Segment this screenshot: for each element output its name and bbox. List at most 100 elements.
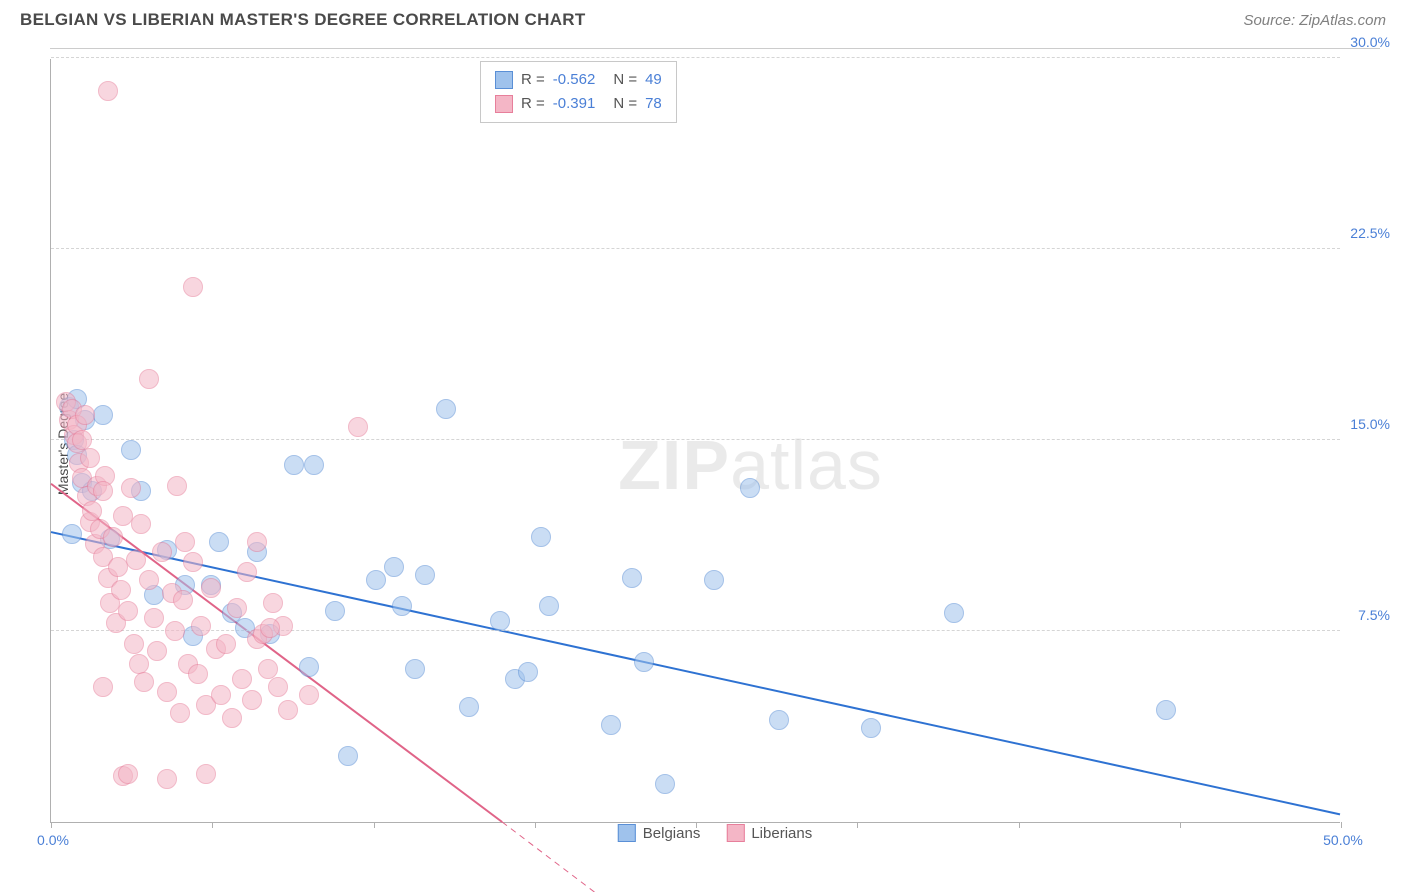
- data-point: [124, 634, 144, 654]
- data-point: [242, 690, 262, 710]
- y-tick-label: 7.5%: [1344, 607, 1390, 623]
- data-point: [118, 764, 138, 784]
- data-point: [258, 659, 278, 679]
- data-point: [392, 596, 412, 616]
- data-point: [325, 601, 345, 621]
- data-point: [601, 715, 621, 735]
- data-point: [769, 710, 789, 730]
- data-point: [98, 81, 118, 101]
- legend-item-belgians: Belgians: [618, 824, 701, 842]
- legend-item-liberians: Liberians: [726, 824, 812, 842]
- data-point: [175, 532, 195, 552]
- data-point: [131, 514, 151, 534]
- data-point: [80, 448, 100, 468]
- chart-header: BELGIAN VS LIBERIAN MASTER'S DEGREE CORR…: [0, 0, 1406, 36]
- y-tick-label: 30.0%: [1344, 34, 1390, 50]
- source-attribution: Source: ZipAtlas.com: [1243, 12, 1386, 29]
- swatch-belgians: [495, 71, 513, 89]
- r-value-liberians: -0.391: [553, 92, 596, 116]
- data-point: [121, 478, 141, 498]
- data-point: [247, 532, 267, 552]
- data-point: [173, 590, 193, 610]
- swatch-belgians: [618, 824, 636, 842]
- stats-legend: R = -0.562 N = 49 R = -0.391 N = 78: [480, 61, 677, 123]
- data-point: [518, 662, 538, 682]
- swatch-liberians: [495, 95, 513, 113]
- data-point: [93, 481, 113, 501]
- data-point: [278, 700, 298, 720]
- data-point: [861, 718, 881, 738]
- x-tick: [212, 822, 213, 828]
- data-point: [459, 697, 479, 717]
- gridline: [51, 439, 1340, 440]
- x-tick-label: 0.0%: [37, 832, 69, 848]
- legend-label: Liberians: [751, 825, 812, 842]
- data-point: [152, 542, 172, 562]
- data-point: [366, 570, 386, 590]
- legend-label: Belgians: [643, 825, 701, 842]
- data-point: [944, 603, 964, 623]
- data-point: [157, 769, 177, 789]
- data-point: [704, 570, 724, 590]
- series-legend: Belgians Liberians: [618, 824, 812, 842]
- chart-title: BELGIAN VS LIBERIAN MASTER'S DEGREE CORR…: [20, 10, 586, 30]
- data-point: [183, 552, 203, 572]
- r-value-belgians: -0.562: [553, 68, 596, 92]
- data-point: [183, 277, 203, 297]
- data-point: [167, 476, 187, 496]
- data-point: [227, 598, 247, 618]
- data-point: [144, 608, 164, 628]
- data-point: [103, 527, 123, 547]
- trend-lines: [51, 59, 1340, 822]
- data-point: [165, 621, 185, 641]
- x-tick: [1019, 822, 1020, 828]
- gridline: [51, 248, 1340, 249]
- data-point: [147, 641, 167, 661]
- x-tick-label: 50.0%: [1323, 832, 1363, 848]
- data-point: [191, 616, 211, 636]
- data-point: [93, 677, 113, 697]
- data-point: [490, 611, 510, 631]
- data-point: [113, 506, 133, 526]
- data-point: [222, 708, 242, 728]
- data-point: [539, 596, 559, 616]
- data-point: [139, 570, 159, 590]
- data-point: [1156, 700, 1176, 720]
- data-point: [121, 440, 141, 460]
- x-tick: [1180, 822, 1181, 828]
- data-point: [118, 601, 138, 621]
- x-tick: [51, 822, 52, 828]
- data-point: [170, 703, 190, 723]
- x-tick: [374, 822, 375, 828]
- gridline: [51, 57, 1340, 58]
- swatch-liberians: [726, 824, 744, 842]
- data-point: [126, 550, 146, 570]
- data-point: [209, 532, 229, 552]
- data-point: [415, 565, 435, 585]
- x-tick: [1341, 822, 1342, 828]
- data-point: [211, 685, 231, 705]
- data-point: [740, 478, 760, 498]
- n-value-liberians: 78: [645, 92, 662, 116]
- data-point: [284, 455, 304, 475]
- x-tick: [535, 822, 536, 828]
- data-point: [232, 669, 252, 689]
- data-point: [634, 652, 654, 672]
- data-point: [134, 672, 154, 692]
- data-point: [111, 580, 131, 600]
- data-point: [216, 634, 236, 654]
- data-point: [268, 677, 288, 697]
- data-point: [93, 405, 113, 425]
- data-point: [196, 764, 216, 784]
- stats-row-liberians: R = -0.391 N = 78: [495, 92, 662, 116]
- data-point: [436, 399, 456, 419]
- chart-area: Master's Degree ZIPatlas 7.5%15.0%22.5%3…: [50, 48, 1380, 838]
- n-value-belgians: 49: [645, 68, 662, 92]
- y-tick-label: 15.0%: [1344, 416, 1390, 432]
- data-point: [338, 746, 358, 766]
- data-point: [263, 593, 283, 613]
- data-point: [201, 578, 221, 598]
- data-point: [157, 682, 177, 702]
- data-point: [108, 557, 128, 577]
- data-point: [405, 659, 425, 679]
